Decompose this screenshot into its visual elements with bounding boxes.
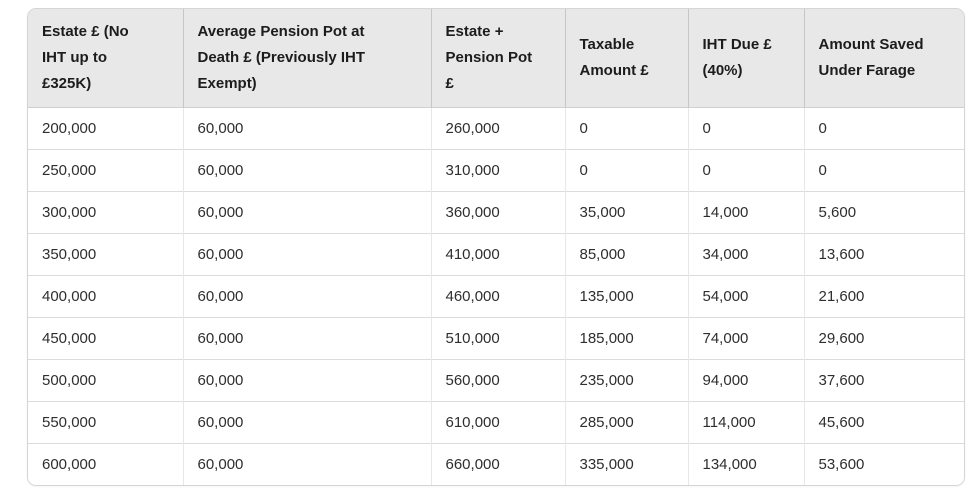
table-cell: 560,000 (430, 359, 565, 402)
table-cell: 54,000 (687, 275, 804, 318)
table-cell: 0 (564, 107, 688, 150)
table-row: 300,000 60,000 360,000 35,000 14,000 5,600 (28, 191, 964, 234)
table-cell: 60,000 (182, 107, 431, 150)
table-cell: 0 (687, 107, 804, 150)
table-cell: 60,000 (182, 317, 431, 360)
table-cell: 660,000 (430, 443, 565, 485)
table-cell: 460,000 (430, 275, 565, 318)
table-cell: 300,000 (28, 191, 183, 234)
table-cell: 74,000 (687, 317, 804, 360)
table-cell: 600,000 (28, 443, 183, 485)
table-cell: 185,000 (564, 317, 688, 360)
table-cell: 0 (687, 149, 804, 192)
column-header-iht-due: IHT Due £ (40%) (687, 9, 804, 108)
table-cell: 610,000 (430, 401, 565, 444)
table-cell: 60,000 (182, 275, 431, 318)
table-cell: 21,600 (803, 275, 964, 318)
table-row: 200,000 60,000 260,000 0 0 0 (28, 107, 964, 150)
table-row: 400,000 60,000 460,000 135,000 54,000 21,600 (28, 275, 964, 318)
table-cell: 510,000 (430, 317, 565, 360)
table-row: 550,000 60,000 610,000 285,000 114,000 45,600 (28, 401, 964, 444)
table-cell: 60,000 (182, 233, 431, 276)
column-header-taxable-amount: Taxable Amount £ (564, 9, 688, 108)
table-row: 500,000 60,000 560,000 235,000 94,000 37,600 (28, 359, 964, 402)
table-cell: 350,000 (28, 233, 183, 276)
table-cell: 250,000 (28, 149, 183, 192)
table-cell: 134,000 (687, 443, 804, 485)
table-cell: 360,000 (430, 191, 565, 234)
table-cell: 37,600 (803, 359, 964, 402)
table-cell: 310,000 (430, 149, 565, 192)
table-cell: 200,000 (28, 107, 183, 150)
table-cell: 285,000 (564, 401, 688, 444)
table-cell: 400,000 (28, 275, 183, 318)
table-row: 600,000 60,000 660,000 335,000 134,000 53,600 (28, 443, 964, 485)
table-row: 250,000 60,000 310,000 0 0 0 (28, 149, 964, 192)
table-cell: 410,000 (430, 233, 565, 276)
table-cell: 235,000 (564, 359, 688, 402)
iht-table: Estate £ (No IHT up to £325K) Average Pe… (28, 9, 964, 485)
table-cell: 260,000 (430, 107, 565, 150)
table-cell: 60,000 (182, 191, 431, 234)
table-cell: 114,000 (687, 401, 804, 444)
table-cell: 0 (803, 107, 964, 150)
table-cell: 29,600 (803, 317, 964, 360)
table-cell: 60,000 (182, 401, 431, 444)
table-cell: 5,600 (803, 191, 964, 234)
table-cell: 450,000 (28, 317, 183, 360)
header-row: Estate £ (No IHT up to £325K) Average Pe… (28, 9, 964, 108)
table-row: 450,000 60,000 510,000 185,000 74,000 29,600 (28, 317, 964, 360)
column-header-pension-pot: Average Pension Pot at Death £ (Previous… (182, 9, 431, 108)
table-cell: 53,600 (803, 443, 964, 485)
table-cell: 14,000 (687, 191, 804, 234)
column-header-estate-plus-pension: Estate + Pension Pot £ (430, 9, 565, 108)
table-cell: 335,000 (564, 443, 688, 485)
table-cell: 0 (564, 149, 688, 192)
table-cell: 0 (803, 149, 964, 192)
table-cell: 60,000 (182, 149, 431, 192)
table-cell: 135,000 (564, 275, 688, 318)
table-body: 200,000 60,000 260,000 0 0 0 250,000 60,000 310,… (28, 107, 964, 485)
table-cell: 500,000 (28, 359, 183, 402)
table-cell: 85,000 (564, 233, 688, 276)
table-row: 350,000 60,000 410,000 85,000 34,000 13,600 (28, 233, 964, 276)
table-cell: 35,000 (564, 191, 688, 234)
column-header-amount-saved: Amount Saved Under Farage (803, 9, 964, 108)
table-cell: 34,000 (687, 233, 804, 276)
table-cell: 60,000 (182, 359, 431, 402)
column-header-estate: Estate £ (No IHT up to £325K) (28, 9, 183, 108)
table-cell: 94,000 (687, 359, 804, 402)
table-cell: 13,600 (803, 233, 964, 276)
table-cell: 45,600 (803, 401, 964, 444)
table-cell: 550,000 (28, 401, 183, 444)
table-cell: 60,000 (182, 443, 431, 485)
iht-table-card: Estate £ (No IHT up to £325K) Average Pe… (27, 8, 965, 486)
